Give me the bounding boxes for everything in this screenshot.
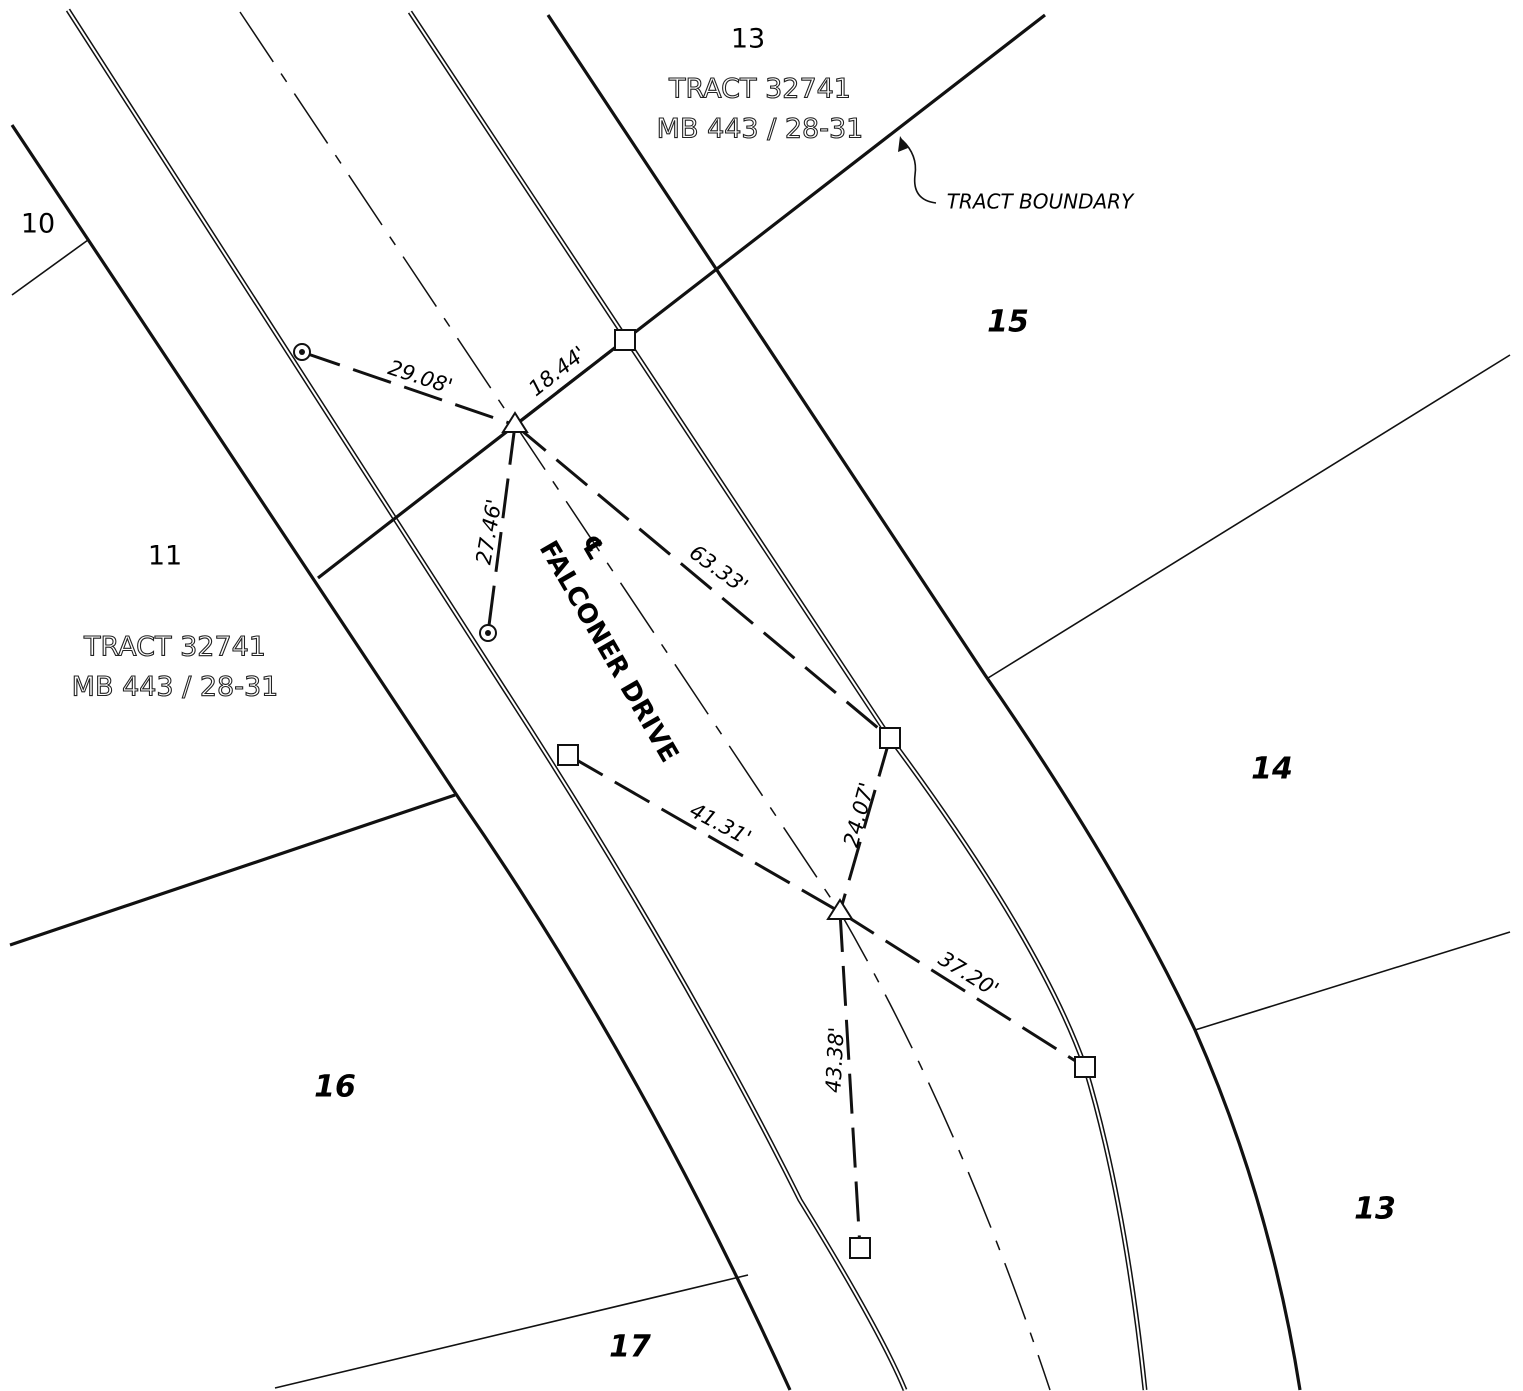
- lot-number: 13: [731, 24, 765, 55]
- lot-line: [1194, 931, 1511, 1031]
- control-point: [826, 898, 854, 920]
- distance: 43.38': [821, 1026, 848, 1093]
- lot-number: 10: [21, 209, 55, 240]
- lot-line: [11, 239, 89, 296]
- tie-line: [839, 910, 1086, 1069]
- distance: 24.07': [839, 780, 879, 850]
- lot-number: 13: [1354, 1192, 1396, 1227]
- ties: [301, 338, 1086, 1249]
- tie-line: [567, 753, 841, 914]
- marker: [557, 744, 579, 766]
- tie-line: [514, 423, 891, 740]
- monument: [299, 349, 305, 355]
- centerline-symbol: ℄: [574, 530, 612, 565]
- lot-number: 16: [314, 1070, 356, 1105]
- centerline: [239, 11, 1051, 1391]
- annotation: TRACT BOUNDARY: [947, 190, 1135, 214]
- lot-number: 15: [987, 305, 1029, 340]
- leader: [901, 139, 937, 204]
- curb: [409, 11, 1146, 1391]
- lot-number: 11: [148, 541, 182, 572]
- tie-line: [514, 338, 626, 427]
- marker: [879, 727, 901, 749]
- curb: [67, 9, 906, 1391]
- leader-arrow: [898, 136, 908, 152]
- marker: [614, 329, 636, 351]
- tract-name: TRACT 32741: [83, 632, 266, 663]
- tract-ref: MB 443 / 28-31: [72, 672, 279, 703]
- tract-ref: MB 443 / 28-31: [657, 114, 864, 145]
- lot-number: 14: [1251, 752, 1293, 787]
- tie-line: [301, 350, 516, 427]
- monument: [485, 630, 491, 636]
- lot-number: 17: [609, 1330, 651, 1365]
- labels: 13 10 15 11 14 16 13 17 TRACT 32741 MB 4…: [21, 24, 1396, 1365]
- marker: [849, 1237, 871, 1259]
- distance: 37.20': [934, 947, 1003, 1002]
- marker: [1074, 1056, 1096, 1078]
- distance: 27.46': [471, 497, 506, 566]
- lot-line: [9, 793, 456, 947]
- distance: 63.33': [685, 540, 752, 598]
- row-line: [546, 14, 1302, 1391]
- street-name: FALCONER DRIVE: [533, 536, 684, 768]
- curb: [407, 10, 1148, 1391]
- row-line: [10, 124, 792, 1391]
- lot-line: [987, 354, 1511, 679]
- points: [293, 329, 1096, 1259]
- tie-line: [486, 424, 517, 634]
- tie-line: [838, 737, 892, 913]
- control-point: [501, 411, 529, 433]
- tract-name: TRACT 32741: [668, 74, 851, 105]
- lot-line: [274, 1274, 749, 1389]
- tie-line: [838, 911, 862, 1249]
